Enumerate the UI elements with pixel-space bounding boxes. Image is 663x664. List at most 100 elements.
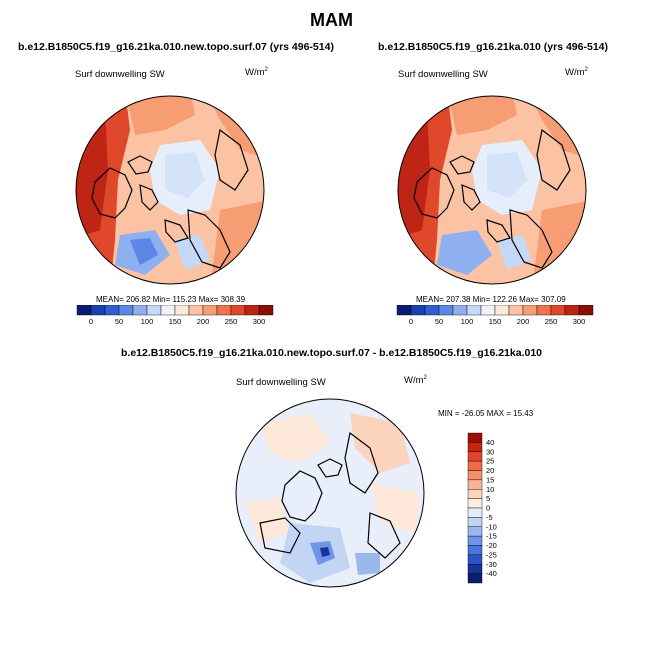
panel-3-colorbar-tick-label: 30: [486, 447, 494, 456]
panel-3-colorbar-tick-label: -20: [486, 541, 497, 550]
panel-3-colorbar-tick-label: -10: [486, 522, 497, 531]
panel-2-colorbar-swatch: [494, 305, 510, 316]
panel-3-colorbar-swatch: [467, 545, 483, 556]
panel-3-colorbar-swatch: [467, 460, 483, 471]
panel-2-title: b.e12.B1850C5.f19_g16.21ka.010 (yrs 496-…: [378, 41, 608, 53]
panel-1-coastlines: [91, 128, 249, 269]
panel-3-title: b.e12.B1850C5.f19_g16.21ka.010.new.topo.…: [120, 347, 543, 359]
panel-3-units: W/m2: [404, 375, 427, 387]
panel-3-colorbar-swatch: [467, 507, 483, 518]
panel-3-colorbar-swatch: [467, 498, 483, 509]
panel-3-colorbar-swatch: [467, 573, 483, 584]
panel-3-colorbar-swatch: [467, 554, 483, 565]
panel-3-colorbar-swatch: [467, 432, 483, 443]
panel-3-colorbar-swatch: [467, 442, 483, 452]
panel-3-colorbar-swatch: [467, 517, 483, 527]
panel-1-colorbar-tick-label: 300: [253, 317, 266, 326]
panel-3-colorbar-tick-label: -25: [486, 550, 497, 559]
panel-3-colorbar-tick-label: 40: [486, 438, 494, 447]
panel-3-colorbar-tick-label: -5: [486, 513, 493, 522]
panel-1-colorbar-swatch: [216, 305, 232, 316]
panel-2-colorbar-tick-label: 100: [461, 317, 474, 326]
panel-1-map-border: [75, 95, 265, 285]
panel-2-colorbar-swatch: [564, 305, 580, 316]
panel-1-units: W/m2: [245, 67, 268, 79]
panel-2-colorbar-tick-label: 300: [573, 317, 586, 326]
panel-3-colorbar-tick-label: 15: [486, 475, 494, 484]
panel-2-colorbar-swatch: [466, 305, 482, 316]
panel-1-colorbar-swatch: [174, 305, 190, 316]
panel-3-colorbar-swatch: [467, 489, 483, 499]
panel-2-colorbar-swatch: [410, 305, 426, 316]
panel-1-colorbar-swatch: [76, 305, 92, 316]
panel-2-colorbar-swatch: [424, 305, 440, 316]
panel-3-colorbar-swatch: [467, 470, 483, 481]
panel-1-colorbar-tick-label: 0: [89, 317, 93, 326]
figure-title: MAM: [310, 10, 353, 30]
panel-2-coastlines: [413, 128, 571, 269]
panel-3-colorbar-swatch: [467, 479, 483, 490]
panel-1-colorbar-swatch: [146, 305, 162, 316]
panel-3-variable-label: Surf downwelling SW: [236, 377, 326, 388]
panel-3-colorbar-tick-label: 20: [486, 466, 494, 475]
panel-3-colorbar-tick-label: 10: [486, 485, 494, 494]
panel-3-colorbar-swatch: [467, 526, 483, 537]
panel-3-colorbar-swatch: [467, 535, 483, 546]
panel-1-colorbar-swatch: [90, 305, 106, 316]
panel-1-colorbar-tick-label: 50: [115, 317, 123, 326]
panel-1-title: b.e12.B1850C5.f19_g16.21ka.010.new.topo.…: [18, 41, 334, 53]
panel-3-colorbar-swatch: [467, 564, 483, 574]
panel-3-map-border: [235, 398, 425, 588]
panel-2-colorbar-swatch: [438, 305, 454, 316]
panel-3-stats: MIN = -26.05 MAX = 15.43: [438, 409, 534, 418]
panel-2-map: [397, 95, 587, 285]
panel-1-colorbar-tick-label: 100: [141, 317, 154, 326]
panel-1-colorbar-swatch: [188, 305, 204, 316]
panel-1-colorbar-swatch: [230, 305, 246, 316]
panel-2-colorbar-swatch: [578, 305, 594, 316]
panel-2-colorbar-tick-label: 50: [435, 317, 443, 326]
panel-1-colorbar-swatch: [132, 305, 148, 316]
panel-1-colorbar-swatch: [244, 305, 260, 316]
panel-2-field: [398, 96, 586, 284]
panel-1-colorbar-swatch: [104, 305, 120, 316]
panel-1-colorbar-swatch: [118, 305, 134, 316]
panel-1-colorbar-swatch: [160, 305, 176, 316]
panel-3-colorbar-tick-label: -15: [486, 532, 497, 541]
panel-2-colorbar-tick-label: 0: [409, 317, 413, 326]
panel-2-stats: MEAN= 207.38 Min= 122.26 Max= 307.09: [416, 295, 566, 304]
panel-2-colorbar-swatch: [480, 305, 496, 316]
panel-2-colorbar-swatch: [522, 305, 538, 316]
panel-1-colorbar-tick-label: 150: [169, 317, 182, 326]
panel-2-colorbar-swatch: [550, 305, 566, 316]
panel-3-colorbar-tick-label: 25: [486, 457, 494, 466]
panel-2-variable-label: Surf downwelling SW: [398, 69, 488, 80]
panel-2-colorbar-tick-label: 250: [545, 317, 558, 326]
panel-1-colorbar-swatch: [258, 305, 274, 316]
panel-3-map: [235, 398, 425, 588]
panel-3-colorbar-tick-label: -40: [486, 569, 497, 578]
panel-2-colorbar-swatch: [508, 305, 524, 316]
panel-2-colorbar: 050100150200250300350: [396, 305, 594, 326]
panel-3-colorbar-tick-label: 0: [486, 504, 490, 513]
panel-1-colorbar-tick-label: 250: [225, 317, 238, 326]
panel-2-colorbar-swatch: [452, 305, 468, 316]
panel-2-colorbar-swatch: [396, 305, 412, 316]
panel-2-colorbar-tick-label: 150: [489, 317, 502, 326]
panel-1-map: [75, 95, 265, 285]
panel-2-colorbar-tick-label: 200: [517, 317, 530, 326]
panel-3-colorbar-swatch: [467, 451, 483, 462]
panel-1-field: [76, 96, 264, 284]
panel-2-colorbar-swatch: [536, 305, 552, 316]
panel-3-colorbar-tick-label: 5: [486, 494, 490, 503]
panel-3-colorbar-tick-label: -30: [486, 560, 497, 569]
panel-2-map-border: [397, 95, 587, 285]
panel-1-stats: MEAN= 206.82 Min= 115.23 Max= 308.39: [96, 295, 246, 304]
panel-2-units: W/m2: [565, 67, 588, 79]
panel-3-coastlines: [259, 431, 401, 559]
panel-3-field: [236, 399, 424, 587]
panel-1-variable-label: Surf downwelling SW: [75, 69, 165, 80]
panel-1-colorbar: 050100150200250300350: [76, 305, 274, 326]
panel-1-colorbar-swatch: [202, 305, 218, 316]
